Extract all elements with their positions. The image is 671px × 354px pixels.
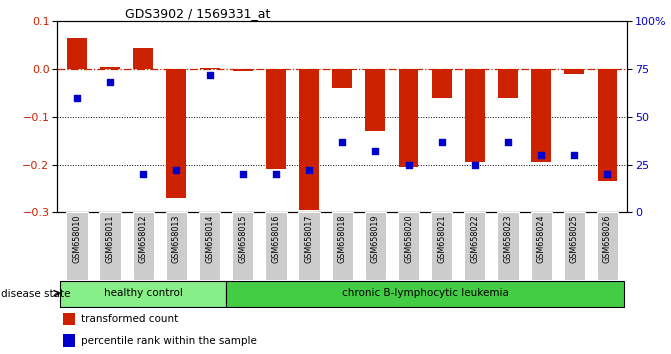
Bar [531,69,551,162]
Bar [465,69,484,162]
Text: transformed count: transformed count [81,314,178,324]
FancyBboxPatch shape [199,212,220,280]
FancyBboxPatch shape [99,212,121,280]
Point [270,171,281,177]
FancyBboxPatch shape [531,212,552,280]
Point [370,148,380,154]
Bar [498,69,518,98]
FancyBboxPatch shape [133,212,154,280]
Point [72,95,83,101]
Text: GSM658020: GSM658020 [404,215,413,263]
Point [536,152,547,158]
FancyBboxPatch shape [299,212,319,280]
FancyBboxPatch shape [398,212,419,280]
Text: GSM658015: GSM658015 [238,215,247,263]
Text: GDS3902 / 1569331_at: GDS3902 / 1569331_at [125,7,271,20]
Bar [332,69,352,88]
Text: GSM658019: GSM658019 [371,215,380,263]
Point [602,171,613,177]
FancyBboxPatch shape [60,281,226,307]
Text: GSM658023: GSM658023 [503,215,513,263]
FancyBboxPatch shape [166,212,187,280]
Text: GSM658016: GSM658016 [271,215,280,263]
Text: percentile rank within the sample: percentile rank within the sample [81,336,257,346]
Text: GSM658011: GSM658011 [105,215,115,263]
FancyBboxPatch shape [464,212,485,280]
FancyBboxPatch shape [564,212,585,280]
Bar [100,67,120,69]
Point [171,167,182,173]
Text: GSM658025: GSM658025 [570,215,579,263]
Point [304,167,315,173]
Bar [200,68,219,69]
FancyBboxPatch shape [365,212,386,280]
FancyBboxPatch shape [497,212,519,280]
FancyBboxPatch shape [431,212,452,280]
FancyBboxPatch shape [66,212,87,280]
Point [105,80,115,85]
Point [503,139,513,144]
Point [138,171,148,177]
Text: GSM658018: GSM658018 [338,215,347,263]
FancyBboxPatch shape [265,212,287,280]
Point [403,162,414,167]
Text: GSM658021: GSM658021 [437,215,446,263]
FancyBboxPatch shape [232,212,254,280]
Text: chronic B-lymphocytic leukemia: chronic B-lymphocytic leukemia [342,288,509,298]
Text: GSM658014: GSM658014 [205,215,214,263]
FancyBboxPatch shape [597,212,618,280]
Bar [266,69,286,169]
Text: GSM658012: GSM658012 [139,215,148,263]
Bar [134,47,153,69]
Bar [564,69,584,74]
Bar [598,69,617,181]
Text: GSM658024: GSM658024 [537,215,546,263]
FancyBboxPatch shape [331,212,353,280]
Text: healthy control: healthy control [104,288,183,298]
Point [569,152,580,158]
Point [238,171,248,177]
Point [470,162,480,167]
Text: GSM658026: GSM658026 [603,215,612,263]
Text: disease state: disease state [1,289,70,299]
Text: GSM658010: GSM658010 [72,215,81,263]
Text: GSM658013: GSM658013 [172,215,181,263]
Bar [366,69,385,131]
Point [204,72,215,78]
Point [337,139,348,144]
Text: GSM658017: GSM658017 [305,215,313,263]
Bar [233,69,253,72]
FancyBboxPatch shape [226,281,624,307]
Text: GSM658022: GSM658022 [470,215,479,263]
Bar [299,69,319,210]
Bar [67,38,87,69]
Bar [431,69,452,98]
Bar [166,69,187,198]
Bar [63,313,75,325]
Point [436,139,447,144]
Bar [399,69,419,167]
Bar [63,334,75,347]
